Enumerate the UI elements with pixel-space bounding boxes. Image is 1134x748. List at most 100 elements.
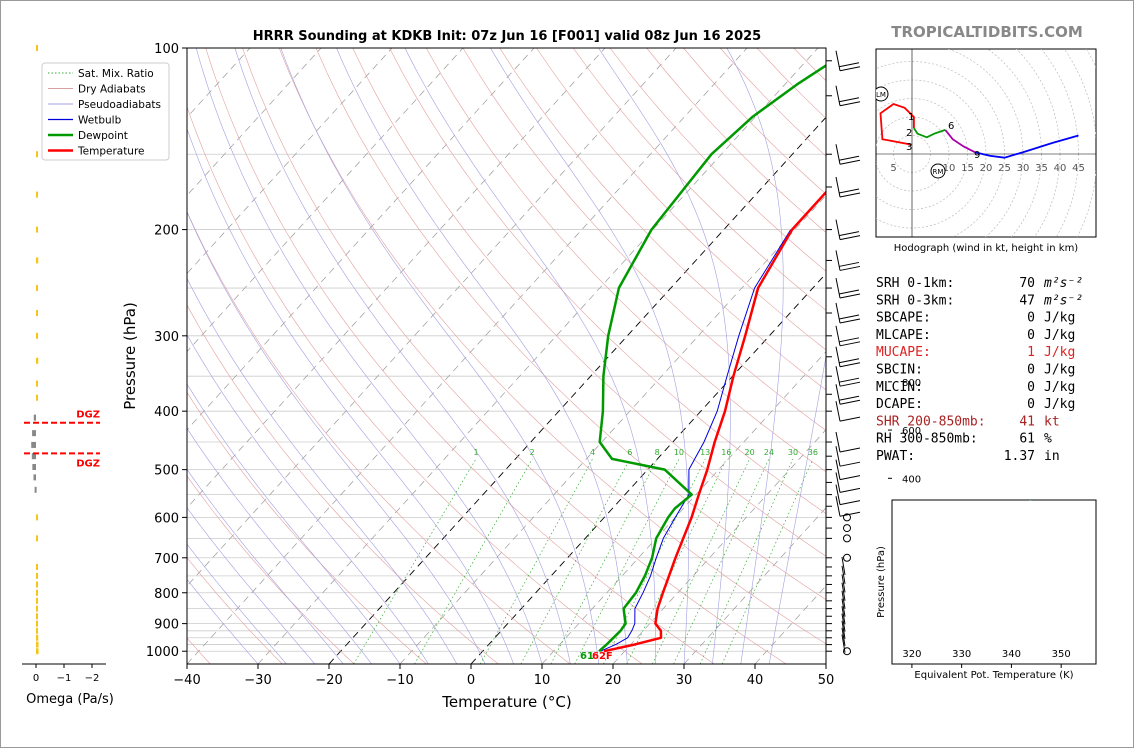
hodograph-ring-label: 10 (943, 163, 956, 174)
index-unit: m²s⁻² (1043, 293, 1083, 308)
omega-bar (36, 380, 38, 387)
wind-barb-flag (838, 188, 860, 194)
x-tick-label: 40 (747, 673, 764, 688)
wind-barb-staff (835, 50, 841, 71)
legend-label: Dewpoint (78, 130, 128, 142)
omega-bar (36, 514, 38, 521)
index-value: 0 (1027, 397, 1035, 412)
index-value: 61 (1019, 432, 1035, 447)
y-tick-label: 100 (154, 42, 179, 57)
hodograph-ring-label: 40 (1054, 163, 1067, 174)
hodograph-ring-label: 35 (1035, 163, 1048, 174)
omega-bar (33, 474, 36, 481)
wind-barbs-column (825, 48, 861, 664)
hodograph-panel: 5 10 15 20 25 30 35 40 45 1 2 3 6 9 LM RM Hodograph (wi… (875, 48, 1097, 254)
storm-motion-label: LM (876, 91, 886, 99)
isotherm-line (328, 116, 826, 664)
wind-barb-flag (838, 289, 860, 295)
mixing-ratio-line (414, 458, 533, 664)
dgz-label: DGZ (76, 458, 100, 469)
mixing-ratio-label: 6 (627, 448, 632, 457)
index-label: MLCIN: (876, 380, 923, 395)
mixing-ratio-label: 13 (700, 448, 710, 457)
omega-bar (36, 191, 38, 198)
x-tick-label: 10 (534, 673, 551, 688)
wind-barb-flag (839, 381, 861, 387)
dry-adiabat-line (278, 48, 826, 645)
x-tick-label: 0 (467, 673, 475, 688)
wind-barb-staff (835, 484, 841, 505)
mixing-ratio-label: 8 (655, 448, 660, 457)
omega-tick-label: −2 (85, 673, 100, 684)
wind-barb-staff (835, 459, 841, 480)
index-value: 0 (1027, 311, 1035, 326)
mixing-ratio-label: 16 (721, 448, 731, 457)
pseudoadiabat-line (234, 48, 571, 664)
omega-bar (36, 620, 38, 627)
theta-e-tick-label: 800 (902, 378, 921, 389)
index-unit: J/kg (1044, 363, 1075, 378)
wind-barb-flag (838, 377, 860, 383)
index-value: 0 (1027, 380, 1035, 395)
mixing-ratio-line (574, 458, 680, 664)
pseudoadiabat-line (187, 427, 372, 664)
pseudoadiabat-line (187, 468, 344, 664)
mixing-ratio-label: 4 (590, 448, 595, 457)
pseudoadiabat-line (195, 48, 543, 664)
index-unit: kt (1044, 414, 1060, 429)
wind-barb-flag (839, 487, 861, 493)
hodograph-height-label: 6 (948, 121, 954, 132)
storm-motion-label: RM (933, 168, 944, 176)
isotherm-line (541, 351, 826, 664)
wind-barb-staff (835, 277, 841, 299)
pseudoadiabat-line (187, 277, 458, 664)
dry-adiabat-line (499, 48, 826, 391)
pseudoadiabat-line (598, 48, 731, 664)
y-tick-label: 900 (154, 618, 179, 633)
theta-e-panel: Equivalent Pot. Temperature (K) Pressure… (876, 378, 1097, 681)
wind-barb-staff (841, 574, 846, 593)
wind-barb-staff (835, 302, 841, 324)
wind-barb-flag (838, 155, 860, 161)
index-unit: J/kg (1044, 345, 1075, 360)
wind-barb-staff (835, 496, 841, 517)
pseudoadiabat-line (187, 383, 401, 664)
index-label: SBCIN: (876, 363, 923, 378)
wind-barb-staff (835, 85, 841, 106)
dry-adiabat-line (187, 210, 571, 664)
mixing-ratio-label: 20 (745, 448, 755, 457)
dry-adiabat-line (205, 48, 715, 664)
omega-bar (36, 226, 38, 233)
theta-e-ylabel: Pressure (hPa) (876, 546, 887, 618)
omega-bar (36, 648, 39, 655)
mixing-ratio-label: 36 (808, 448, 818, 457)
wind-barb-flag (839, 192, 861, 198)
wind-barb-flag (839, 511, 861, 517)
wind-barb-flag (839, 159, 861, 165)
pseudoadiabat-line (187, 211, 486, 664)
mixing-ratio-label: 2 (530, 448, 535, 457)
wind-barb-flag (838, 314, 860, 320)
index-label: SHR 200-850mb: (876, 414, 986, 429)
wind-barb-flag (838, 358, 860, 364)
dry-adiabat-line (389, 48, 826, 514)
index-unit: J/kg (1044, 328, 1075, 343)
wind-barb-flag (838, 337, 860, 343)
index-value: 70 (1019, 276, 1035, 291)
surface-temperature-label: 62F (592, 651, 613, 662)
wind-barb-staff (835, 144, 841, 165)
dry-adiabat-line (187, 475, 355, 664)
omega-bar (36, 45, 38, 51)
pseudoadiabat-line (187, 507, 316, 664)
wind-barb-staff (835, 325, 841, 346)
mixing-ratio-label: 10 (674, 448, 684, 457)
omega-bar (36, 597, 38, 604)
omega-bar (36, 572, 38, 579)
omega-bar (32, 430, 36, 437)
chart-title: HRRR Sounding at KDKB Init: 07z Jun 16 [… (253, 29, 761, 44)
index-unit: J/kg (1044, 380, 1075, 395)
wind-barb-flag (838, 231, 860, 237)
pseudoadiabat-line (187, 543, 287, 664)
mixing-ratio-line (652, 458, 750, 664)
x-tick-label: −40 (173, 673, 200, 688)
